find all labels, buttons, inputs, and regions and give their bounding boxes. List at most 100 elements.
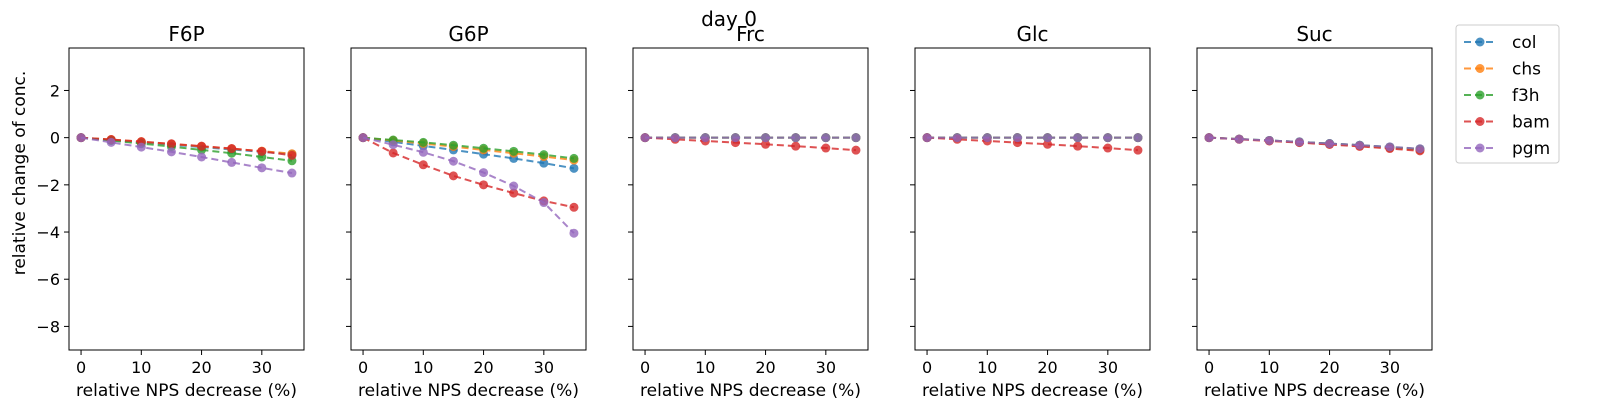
data-point	[700, 133, 710, 143]
figure-title: day 0	[701, 7, 757, 31]
legend-label: pgm	[1512, 139, 1550, 159]
series-line	[80, 136, 293, 157]
y-tick-label: −6	[36, 270, 60, 289]
data-point	[1073, 133, 1083, 143]
data-point	[388, 148, 398, 158]
data-point	[730, 133, 740, 143]
series-line	[362, 136, 575, 209]
subplot-f6p: F6P 0 10 20 30 −8 −6 −4 −2 0 2 relative NPS decreas…	[36, 22, 305, 401]
data-point	[76, 133, 86, 143]
data-point	[479, 168, 489, 178]
panel-title: Glc	[1016, 22, 1048, 46]
x-tick-label: 30	[816, 358, 836, 377]
series-line	[362, 136, 575, 160]
x-tick-label: 10	[695, 358, 715, 377]
data-point	[1355, 140, 1365, 150]
x-tick-label: 20	[473, 358, 493, 377]
data-point	[761, 133, 771, 143]
y-tick-label: 2	[50, 81, 60, 100]
subplot-grid: F6P 0 10 20 30 −8 −6 −4 −2 0 2 relative NPS decreas…	[36, 22, 1433, 401]
data-point	[1325, 139, 1335, 149]
series-line	[80, 136, 293, 175]
x-tick-label: 10	[977, 358, 997, 377]
data-point	[227, 144, 237, 154]
axes-frame	[914, 47, 1151, 351]
x-axis-label: relative NPS decrease (%)	[922, 381, 1143, 401]
y-axis-label: relative change of conc.	[10, 71, 30, 276]
data-point	[982, 133, 992, 143]
axes-frame	[68, 47, 305, 351]
x-tick-label: 10	[131, 358, 151, 377]
data-point	[1103, 143, 1113, 153]
x-axis-label: relative NPS decrease (%)	[1204, 381, 1425, 401]
subplot-g6p: G6P 0 10 20 30 relative NPS decrease (%)	[346, 22, 587, 401]
legend-marker	[1475, 117, 1485, 126]
data-point	[227, 157, 237, 167]
legend-item-bam: bam	[1464, 113, 1550, 133]
y-tick-label: −2	[36, 176, 60, 195]
x-tick-label: 0	[1204, 358, 1214, 377]
data-point	[287, 168, 297, 178]
series-pgm	[640, 133, 861, 143]
data-point	[418, 160, 428, 170]
legend-item-pgm: pgm	[1464, 139, 1550, 159]
panel-title: Suc	[1296, 22, 1332, 46]
x-axis-label: relative NPS decrease (%)	[358, 381, 579, 401]
data-point	[1043, 139, 1053, 149]
legend-item-f3h: f3h	[1464, 86, 1540, 106]
x-tick-label: 10	[413, 358, 433, 377]
data-point	[418, 147, 428, 157]
data-point	[539, 198, 549, 208]
series-line	[362, 136, 575, 234]
data-point	[952, 133, 962, 143]
data-point	[569, 163, 579, 173]
x-tick-label: 20	[1319, 358, 1339, 377]
data-point	[388, 140, 398, 150]
series-pgm	[358, 133, 579, 238]
panel-title: F6P	[168, 22, 204, 46]
legend-label: f3h	[1512, 86, 1540, 106]
subplot-glc: Glc 0 10 20 30 relative NPS decrease (%)	[910, 22, 1151, 401]
legend: col chs f3h bam pgm	[1455, 24, 1560, 164]
data-point	[640, 133, 650, 143]
data-point	[479, 180, 489, 190]
x-tick-label: 30	[1098, 358, 1118, 377]
data-point	[509, 181, 519, 191]
data-point	[1204, 133, 1214, 143]
data-point	[1073, 141, 1083, 151]
data-point	[479, 143, 489, 153]
series-line	[80, 136, 293, 162]
x-tick-label: 30	[534, 358, 554, 377]
data-point	[791, 141, 801, 151]
x-tick-label: 20	[755, 358, 775, 377]
legend-marker	[1475, 64, 1485, 73]
data-point	[448, 171, 458, 181]
x-tick-label: 30	[252, 358, 272, 377]
x-axis-label: relative NPS decrease (%)	[76, 381, 297, 401]
data-point	[418, 137, 428, 147]
x-tick-label: 0	[76, 358, 86, 377]
x-axis-label: relative NPS decrease (%)	[640, 381, 861, 401]
data-point	[821, 143, 831, 153]
data-point	[539, 150, 549, 160]
data-point	[1012, 133, 1022, 143]
data-point	[509, 146, 519, 156]
data-point	[257, 146, 267, 156]
data-point	[257, 163, 267, 173]
panel-title: Frc	[736, 22, 765, 46]
legend-item-col: col	[1464, 33, 1536, 53]
data-point	[166, 139, 176, 149]
data-point	[539, 158, 549, 168]
data-point	[1264, 135, 1274, 145]
data-point	[197, 152, 207, 162]
x-tick-label: 20	[191, 358, 211, 377]
data-point	[569, 228, 579, 238]
data-point	[569, 153, 579, 163]
series-line	[362, 136, 575, 170]
x-tick-label: 0	[922, 358, 932, 377]
x-tick-label: 0	[358, 358, 368, 377]
legend-frame	[1455, 24, 1560, 164]
legend-label: chs	[1512, 60, 1541, 80]
data-point	[670, 133, 680, 143]
